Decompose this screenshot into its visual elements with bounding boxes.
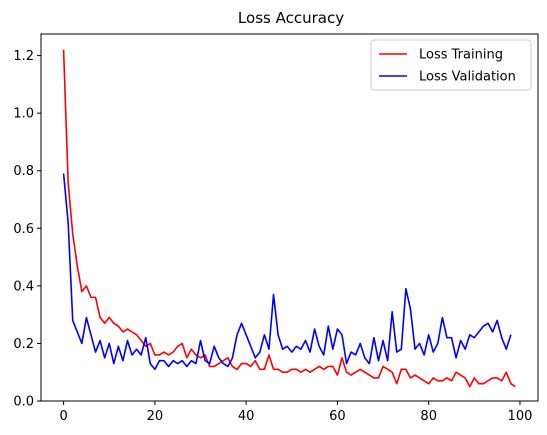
legend-label: Loss Training [419, 48, 503, 63]
y-tick-label: 1.2 [13, 49, 34, 64]
x-axis: 0 20 40 60 80 100 [59, 401, 532, 424]
plot-frame [40, 33, 539, 402]
x-tick-label: 20 [147, 409, 164, 424]
y-tick-label: 0.8 [13, 164, 34, 179]
legend-box [370, 39, 532, 91]
x-tick-label: 40 [238, 409, 255, 424]
x-tick-label: 100 [508, 409, 533, 424]
y-tick-label: 0.6 [13, 222, 34, 237]
y-tick-label: 0.2 [13, 337, 34, 352]
legend-label: Loss Validation [419, 70, 516, 85]
plot-area [62, 49, 516, 388]
y-tick-label: 1.0 [13, 107, 34, 122]
y-tick-label: 0.0 [13, 395, 34, 410]
x-tick-label: 0 [59, 409, 67, 424]
legend: Loss Training Loss Validation [370, 39, 532, 91]
x-tick-label: 80 [420, 409, 437, 424]
series-line-loss-training [62, 49, 516, 388]
y-tick-label: 0.4 [13, 279, 34, 294]
y-axis: 0.0 0.2 0.4 0.6 0.8 1.0 1.2 [13, 49, 41, 410]
series-line-loss-validation [62, 173, 512, 371]
x-tick-label: 60 [329, 409, 346, 424]
chart-title: Loss Accuracy [238, 9, 344, 27]
